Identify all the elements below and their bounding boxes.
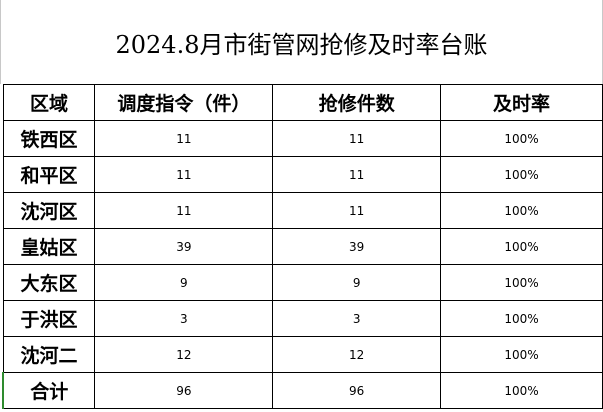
table-row: 铁西区 11 11 100% (2, 120, 603, 157)
cell: 100% (440, 300, 603, 337)
cell: 100% (440, 120, 603, 157)
row-label: 铁西区 (2, 120, 96, 157)
column-header: 抢修件数 (272, 84, 442, 121)
row-label: 皇姑区 (2, 228, 96, 265)
cell: 3 (94, 300, 274, 337)
row-label: 沈河二 (2, 336, 96, 373)
cell: 11 (272, 156, 442, 193)
cell: 9 (272, 264, 442, 301)
cell: 96 (94, 372, 274, 409)
cell: 100% (440, 372, 603, 409)
title: 2024.8月市街管网抢修及时率台账 (0, 0, 603, 84)
cell: 3 (272, 300, 442, 337)
table-row: 于洪区 3 3 100% (2, 300, 603, 337)
row-label: 和平区 (2, 156, 96, 193)
cell: 39 (272, 228, 442, 265)
column-header: 调度指令（件） (94, 84, 274, 121)
cell: 100% (440, 264, 603, 301)
cell: 11 (94, 192, 274, 229)
table-row: 合计 96 96 100% (2, 372, 603, 409)
cell: 11 (272, 192, 442, 229)
column-header: 及时率 (440, 84, 603, 121)
table-row: 和平区 11 11 100% (2, 156, 603, 193)
cell: 96 (272, 372, 442, 409)
cell: 12 (94, 336, 274, 373)
row-label: 于洪区 (2, 300, 96, 337)
row-label: 合计 (2, 372, 96, 409)
cell: 9 (94, 264, 274, 301)
table-row: 沈河区 11 11 100% (2, 192, 603, 229)
table: 区域 调度指令（件） 抢修件数 及时率 铁西区 11 11 100% 和平区 11 11 100% 沈… (2, 84, 603, 409)
row-label: 大东区 (2, 264, 96, 301)
cell: 11 (94, 156, 274, 193)
cell: 39 (94, 228, 274, 265)
table-row: 皇姑区 39 39 100% (2, 228, 603, 265)
table-row: 沈河二 12 12 100% (2, 336, 603, 373)
cell: 11 (94, 120, 274, 157)
cell: 100% (440, 336, 603, 373)
row-label: 沈河区 (2, 192, 96, 229)
cell: 100% (440, 156, 603, 193)
cell: 100% (440, 192, 603, 229)
column-header: 区域 (2, 84, 96, 121)
cell: 12 (272, 336, 442, 373)
table-row: 大东区 9 9 100% (2, 264, 603, 301)
header-row: 区域 调度指令（件） 抢修件数 及时率 (2, 84, 603, 121)
cell: 100% (440, 228, 603, 265)
table-body: 铁西区 11 11 100% 和平区 11 11 100% 沈河区 11 11 100% 皇姑区 39 39… (2, 120, 603, 409)
cell: 11 (272, 120, 442, 157)
